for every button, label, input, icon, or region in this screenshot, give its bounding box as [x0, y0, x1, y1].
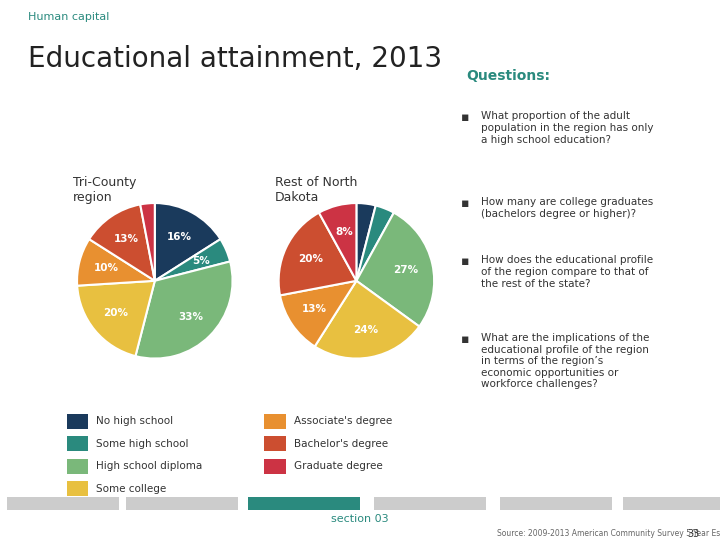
- Text: 24%: 24%: [354, 326, 379, 335]
- Wedge shape: [155, 203, 220, 281]
- Text: What are the implications of the
educational profile of the region
in terms of t: What are the implications of the educati…: [481, 333, 649, 389]
- Bar: [66, 459, 89, 474]
- Text: 5%: 5%: [192, 256, 210, 266]
- Text: Tri-County
region: Tri-County region: [73, 176, 137, 204]
- Bar: [248, 497, 360, 510]
- Text: section 03: section 03: [331, 514, 389, 524]
- Text: 33: 33: [688, 529, 700, 539]
- Bar: [7, 497, 119, 510]
- Text: 10%: 10%: [94, 263, 118, 273]
- Bar: [500, 497, 612, 510]
- Text: How many are college graduates
(bachelors degree or higher)?: How many are college graduates (bachelor…: [481, 197, 653, 219]
- Bar: [66, 436, 89, 451]
- Text: High school diploma: High school diploma: [96, 461, 202, 471]
- Text: 13%: 13%: [302, 304, 327, 314]
- Wedge shape: [279, 213, 356, 295]
- Text: Questions:: Questions:: [466, 69, 550, 83]
- Wedge shape: [356, 213, 434, 327]
- Wedge shape: [319, 203, 356, 281]
- Bar: [66, 482, 89, 496]
- Text: 13%: 13%: [114, 234, 139, 244]
- Text: ▪: ▪: [461, 255, 469, 268]
- Text: 20%: 20%: [298, 254, 323, 264]
- Text: 20%: 20%: [104, 308, 128, 318]
- Wedge shape: [356, 203, 376, 281]
- Text: 27%: 27%: [393, 265, 418, 275]
- Text: Associate's degree: Associate's degree: [294, 416, 392, 426]
- Bar: [126, 497, 238, 510]
- Wedge shape: [356, 206, 394, 281]
- Wedge shape: [155, 239, 230, 281]
- Text: ▪: ▪: [461, 197, 469, 210]
- Bar: [66, 414, 89, 429]
- Wedge shape: [77, 281, 155, 356]
- Text: Educational attainment, 2013: Educational attainment, 2013: [28, 45, 442, 73]
- Wedge shape: [315, 281, 419, 359]
- Bar: [264, 436, 286, 451]
- Text: What proportion of the adult
population in the region has only
a high school edu: What proportion of the adult population …: [481, 111, 654, 145]
- Wedge shape: [89, 205, 155, 281]
- Wedge shape: [77, 239, 155, 286]
- Text: ▪: ▪: [461, 111, 469, 124]
- Text: Source: 2009-2013 American Community Survey 5-Year Estimates: Source: 2009-2013 American Community Sur…: [497, 529, 720, 538]
- Text: 16%: 16%: [166, 232, 192, 241]
- Bar: [264, 459, 286, 474]
- Text: 8%: 8%: [335, 227, 353, 237]
- Text: Some college: Some college: [96, 484, 166, 494]
- Text: 33%: 33%: [178, 312, 203, 321]
- Text: Some high school: Some high school: [96, 438, 189, 449]
- Text: No high school: No high school: [96, 416, 174, 426]
- Bar: [374, 497, 486, 510]
- Wedge shape: [140, 203, 155, 281]
- Wedge shape: [135, 261, 233, 359]
- Wedge shape: [280, 281, 356, 347]
- Bar: [264, 414, 286, 429]
- Text: Graduate degree: Graduate degree: [294, 461, 382, 471]
- Text: How does the educational profile
of the region compare to that of
the rest of th: How does the educational profile of the …: [481, 255, 653, 288]
- Text: Bachelor's degree: Bachelor's degree: [294, 438, 388, 449]
- Text: ▪: ▪: [461, 333, 469, 346]
- Text: Human capital: Human capital: [28, 12, 109, 22]
- Text: Rest of North
Dakota: Rest of North Dakota: [275, 176, 357, 204]
- Bar: [623, 497, 720, 510]
